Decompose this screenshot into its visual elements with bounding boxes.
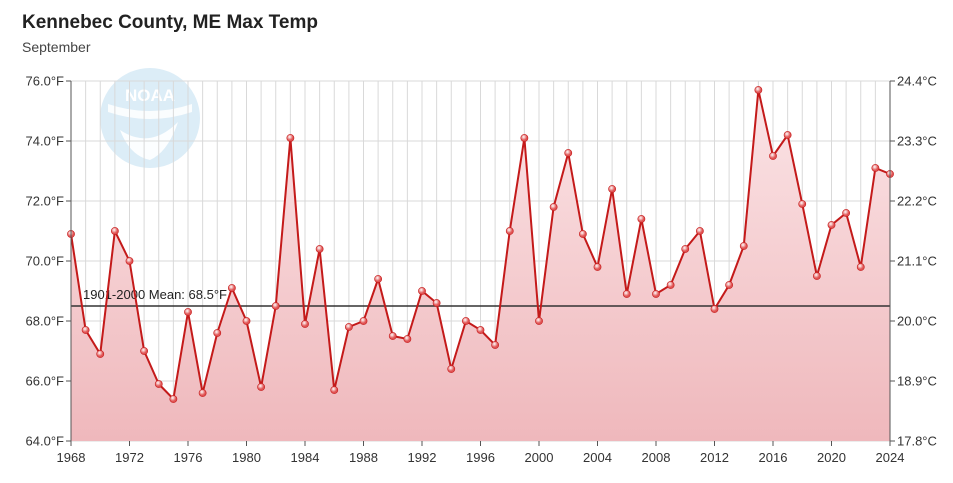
noaa-logo-text: NOAA — [125, 86, 175, 105]
x-tick-label: 2000 — [525, 450, 554, 465]
y2-tick-label: 20.0°C — [897, 314, 937, 329]
data-point-1975 — [169, 395, 178, 403]
chart-subtitle: September — [22, 39, 91, 55]
data-point-2002 — [564, 149, 573, 157]
data-point-2004 — [593, 263, 602, 271]
data-point-1970 — [96, 350, 105, 358]
y2-tick-label: 23.3°C — [897, 134, 937, 149]
y2-tick-label: 17.8°C — [897, 434, 937, 449]
x-tick-label: 1976 — [174, 450, 203, 465]
data-point-1988 — [359, 317, 368, 325]
data-point-2000 — [535, 317, 543, 325]
data-point-1979 — [227, 284, 236, 292]
x-tick-label: 2008 — [642, 450, 671, 465]
y-tick-label: 72.0°F — [26, 194, 65, 209]
data-point-1993 — [432, 299, 441, 307]
x-tick-label: 1968 — [57, 450, 86, 465]
y2-tick-label: 24.4°C — [897, 74, 937, 89]
area-fill — [71, 90, 890, 441]
data-point-1972 — [125, 257, 134, 265]
x-axis-ticks: 1968 1972 1976 1980 1984 1988 1992 1996 2000 2004… — [57, 441, 905, 465]
y-axis-ticks-f: 64.0°F 66.0°F 68.0°F 70.0°F 72.0°F 74.0°F 76.0… — [26, 74, 71, 449]
data-point-2009 — [666, 281, 675, 289]
mean-label: 1901-2000 Mean: 68.5°F — [83, 287, 227, 302]
data-points — [67, 86, 894, 403]
y2-tick-label: 22.2°C — [897, 194, 937, 209]
y-tick-label: 66.0°F — [26, 374, 65, 389]
data-point-2008 — [652, 290, 660, 298]
data-point-1998 — [505, 227, 514, 235]
data-point-1984 — [301, 320, 309, 328]
x-tick-label: 2020 — [817, 450, 846, 465]
y-tick-label: 68.0°F — [26, 314, 65, 329]
data-point-2011 — [695, 227, 704, 235]
x-tick-label: 1988 — [349, 450, 378, 465]
y-axis-ticks-c: 17.8°C 18.9°C 20.0°C 21.1°C 22.2°C 23.3°C 24.4… — [890, 74, 937, 449]
data-point-1981 — [257, 383, 266, 391]
x-tick-label: 2016 — [759, 450, 788, 465]
data-point-1996 — [476, 326, 485, 334]
data-point-2020 — [827, 221, 836, 229]
x-tick-label: 1992 — [408, 450, 437, 465]
x-tick-label: 2012 — [700, 450, 729, 465]
data-point-2012 — [710, 305, 719, 313]
x-tick-label: 1972 — [115, 450, 144, 465]
x-tick-label: 1996 — [466, 450, 495, 465]
x-tick-label: 2004 — [583, 450, 612, 465]
data-point-1994 — [447, 365, 456, 373]
data-point-1976 — [184, 308, 192, 316]
x-tick-label: 2024 — [876, 450, 905, 465]
data-point-1986 — [330, 386, 339, 394]
data-point-1971 — [110, 227, 119, 235]
data-point-2007 — [637, 215, 646, 223]
data-point-2005 — [608, 185, 617, 193]
data-point-1974 — [154, 380, 163, 388]
data-point-1983 — [286, 134, 295, 142]
data-point-2003 — [578, 230, 587, 238]
y2-tick-label: 21.1°C — [897, 254, 937, 269]
x-tick-label: 1984 — [291, 450, 320, 465]
data-point-1977 — [198, 389, 207, 397]
data-point-1995 — [461, 317, 470, 325]
data-point-1982 — [271, 302, 280, 310]
y-tick-label: 64.0°F — [26, 434, 65, 449]
data-point-1969 — [81, 326, 90, 334]
data-point-2016 — [769, 152, 777, 160]
data-point-2018 — [798, 200, 807, 208]
y2-tick-label: 18.9°C — [897, 374, 937, 389]
data-point-1973 — [140, 347, 149, 355]
data-point-1991 — [403, 335, 412, 343]
data-point-2023 — [871, 164, 880, 172]
data-point-1999 — [520, 134, 529, 142]
data-point-1992 — [418, 287, 426, 295]
y-tick-label: 70.0°F — [26, 254, 65, 269]
data-point-1987 — [344, 323, 353, 331]
data-point-1985 — [315, 245, 324, 253]
data-point-1989 — [374, 275, 383, 283]
data-point-2001 — [549, 203, 558, 211]
data-point-2013 — [725, 281, 734, 289]
data-point-2015 — [754, 86, 763, 94]
data-point-2006 — [622, 290, 631, 298]
data-point-2021 — [842, 209, 851, 217]
y-tick-label: 74.0°F — [26, 134, 65, 149]
x-tick-label: 1980 — [232, 450, 261, 465]
data-point-2022 — [856, 263, 865, 271]
data-point-1997 — [491, 341, 500, 349]
data-point-1980 — [242, 317, 251, 325]
data-point-2010 — [681, 245, 690, 253]
y-tick-label: 76.0°F — [26, 74, 65, 89]
chart-title: Kennebec County, ME Max Temp — [22, 12, 318, 33]
data-point-1978 — [213, 329, 222, 337]
data-point-1990 — [388, 332, 397, 340]
data-point-2014 — [739, 242, 748, 250]
data-point-2019 — [812, 272, 821, 280]
data-point-2017 — [783, 131, 792, 139]
